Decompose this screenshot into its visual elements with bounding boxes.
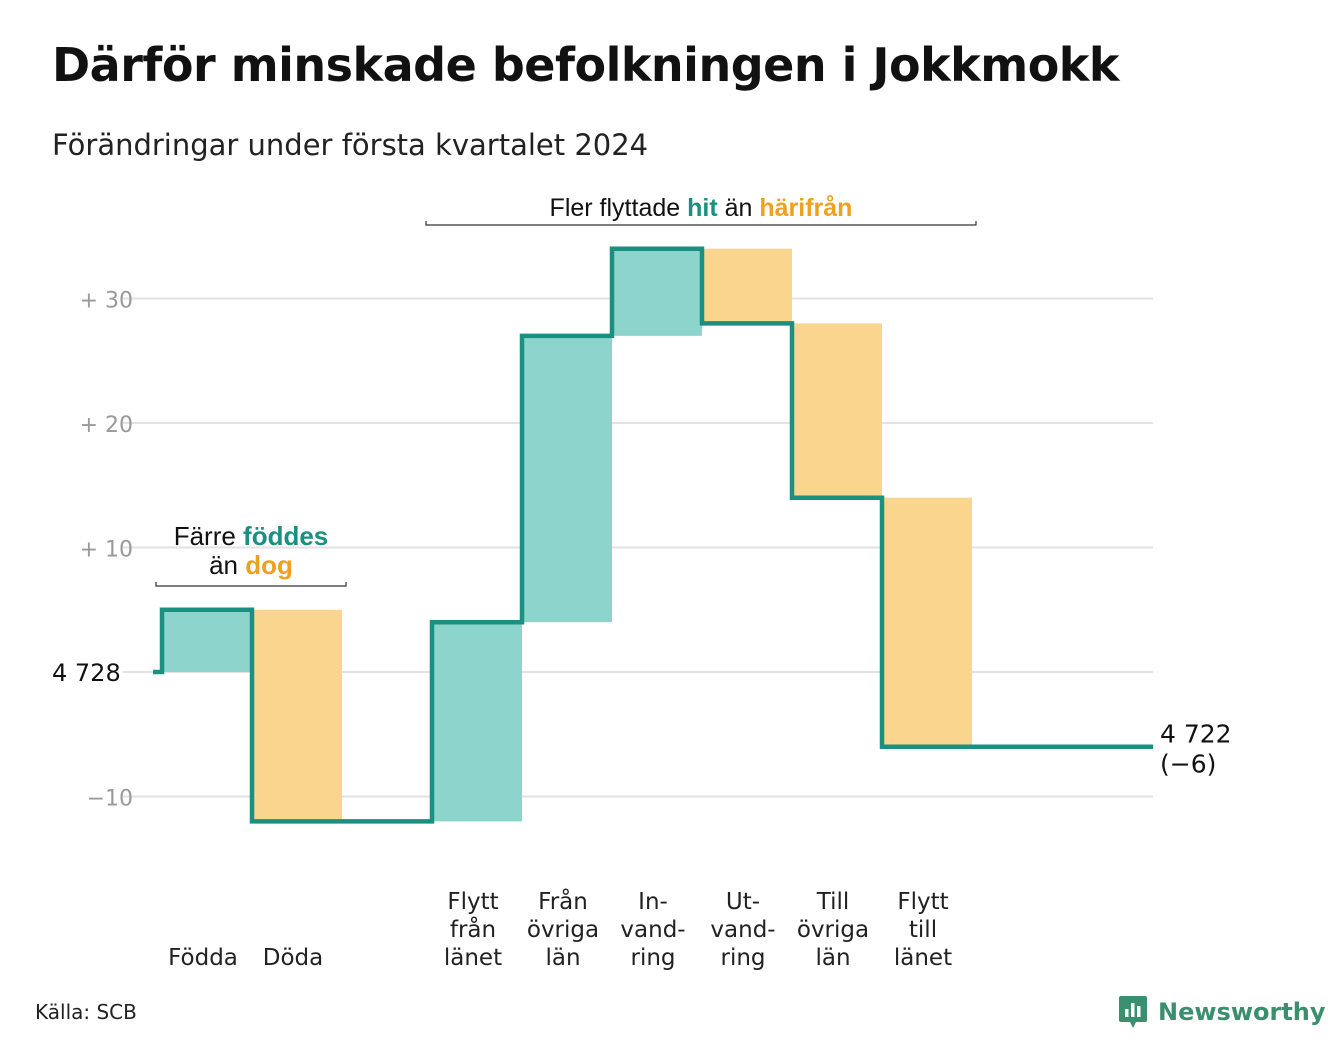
category-label: ring — [630, 945, 675, 971]
annotation-segment: Färre — [174, 521, 243, 551]
annotation-segment: hit — [687, 194, 718, 222]
category-label: Döda — [263, 945, 323, 971]
annotation-segment: än — [718, 194, 760, 222]
brand-name: Newsworthy — [1158, 998, 1326, 1026]
category-label: övriga — [797, 917, 869, 943]
category-label: ring — [720, 945, 765, 971]
category-label: vand- — [710, 917, 775, 943]
y-tick-label: −10 — [87, 787, 133, 812]
annotation-text: Fler flyttade hit än härifrån — [550, 194, 853, 222]
category-label: Ut- — [726, 889, 760, 915]
annotation-text: än dog — [209, 550, 293, 580]
decrease-bar — [882, 497, 972, 747]
category-label: till — [909, 917, 937, 943]
category-label: Till — [816, 889, 850, 915]
category-label: Från — [538, 887, 588, 915]
end-value-label: 4 722 — [1160, 720, 1232, 749]
category-label: län — [815, 945, 850, 971]
category-label: länet — [444, 945, 502, 971]
bar-layer — [162, 248, 972, 822]
category-label: Flytt — [897, 889, 948, 915]
decrease-bar — [252, 609, 342, 822]
y-tick-label: + 20 — [80, 413, 133, 438]
category-label: från — [450, 915, 496, 943]
annotation-segment: än — [209, 550, 245, 580]
decrease-bar — [792, 323, 882, 498]
category-label: länet — [894, 945, 952, 971]
category-label: län — [545, 945, 580, 971]
annotation-segment: föddes — [243, 521, 328, 551]
newsworthy-logo-icon — [1119, 996, 1147, 1028]
cumulative-step-line — [153, 246, 1153, 824]
category-label: Flytt — [447, 889, 498, 915]
annotation-segment: härifrån — [759, 194, 852, 222]
increase-bar — [432, 622, 522, 822]
y-tick-label: + 10 — [80, 538, 133, 563]
annotation-segment: dog — [245, 550, 293, 580]
annotation-bracket — [155, 582, 347, 587]
decrease-bar — [702, 248, 792, 324]
page-title: Därför minskade befolkningen i Jokkmokk — [52, 38, 1119, 92]
category-label: vand- — [620, 917, 685, 943]
brand-logo[interactable]: Newsworthy — [1118, 994, 1326, 1030]
category-label: övriga — [527, 917, 599, 943]
category-label: In- — [638, 889, 668, 915]
annotation-segment: Fler flyttade — [550, 194, 688, 222]
increase-bar — [612, 248, 702, 336]
y-tick-label: 4 728 — [52, 659, 121, 687]
increase-bar — [162, 609, 252, 672]
annotation-text: Färre föddes — [174, 521, 329, 551]
category-label: Födda — [168, 945, 238, 971]
annotation-bracket — [425, 221, 977, 226]
line-layer — [153, 221, 1153, 824]
source-note: Källa: SCB — [35, 1000, 137, 1024]
end-value-label: (−6) — [1160, 750, 1216, 779]
page-subtitle: Förändringar under första kvartalet 2024 — [52, 128, 649, 162]
increase-bar — [522, 335, 612, 623]
y-tick-label: + 30 — [80, 289, 133, 314]
